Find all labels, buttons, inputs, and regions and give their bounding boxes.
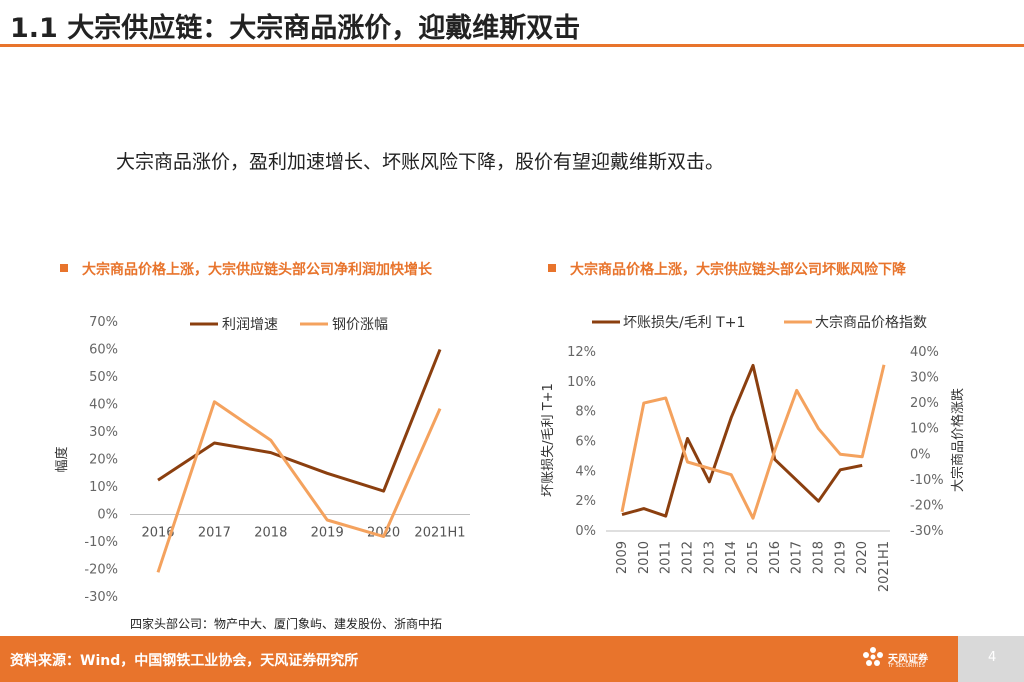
y-axis-label: 幅度: [54, 446, 70, 472]
x-tick-label: 2009: [615, 541, 630, 574]
x-tick-label: 2017: [198, 526, 231, 541]
y-right-tick-label: 0%: [910, 447, 931, 462]
bullet-square-icon: [548, 264, 556, 272]
summary-text: 大宗商品涨价，盈利加速增长、坏账风险下降，股价有望迎戴维斯双击。: [116, 151, 725, 173]
y-left-tick-label: 8%: [575, 405, 596, 420]
bad-debt-chart: 12% 10% 8% 6% 4% 2% 0% 40% 30% 20% 10% 0% -10% -20% -3…: [541, 315, 966, 592]
brand-name: 天风证券: [888, 654, 928, 665]
y-right-tick-label: 10%: [910, 422, 939, 437]
y-right-axis-label: 大宗商品价格涨跌: [950, 388, 966, 492]
x-tick-label: 2012: [681, 541, 696, 574]
y-right-tick-label: 40%: [910, 345, 939, 360]
y-right-tick-label: 30%: [910, 371, 939, 386]
footer-bar: 资料来源：Wind，中国钢铁工业协会，天风证券研究所 天风证券 TF SECUR…: [0, 636, 1024, 682]
y-right-tick-label: -20%: [910, 498, 944, 513]
x-tick-label: 2021H1: [877, 541, 892, 592]
series-line-profit-growth: [157, 348, 442, 493]
y-tick-label: 70%: [89, 315, 118, 330]
y-tick-label: -20%: [84, 563, 118, 578]
y-right-tick-label: -30%: [910, 524, 944, 539]
y-left-tick-label: 2%: [575, 494, 596, 509]
bullet-square-icon: [60, 264, 68, 272]
y-left-axis-label: 坏账损失/毛利 T+1: [541, 383, 556, 497]
y-tick-label: -30%: [84, 590, 118, 605]
legend-label: 坏账损失/毛利 T+1: [623, 315, 745, 331]
tf-logo-icon: [863, 647, 883, 666]
page-number-box: [958, 636, 1024, 682]
series-line-bad-debt-ratio: [621, 363, 863, 518]
source-text: 资料来源：Wind，中国钢铁工业协会，天风证券研究所: [10, 653, 359, 669]
chart-footnote: 四家头部公司：物产中大、厦门象屿、建发股份、浙商中拓: [130, 617, 443, 631]
series-line-commodity-index: [620, 364, 886, 520]
x-tick-label: 2016: [141, 526, 174, 541]
chart2-title: 大宗商品价格上涨，大宗供应链头部公司坏账风险下降: [548, 259, 906, 279]
x-tick-label: 2016: [768, 541, 783, 574]
x-tick-label: 2010: [637, 541, 652, 574]
chart1-title-text: 大宗商品价格上涨，大宗供应链头部公司净利润加快增长: [82, 262, 432, 278]
y-left-tick-label: 4%: [575, 464, 596, 479]
y-tick-label: 10%: [89, 480, 118, 495]
y-left-tick-label: 6%: [575, 435, 596, 450]
x-tick-label: 2018: [812, 541, 827, 574]
y-left-tick-label: 0%: [575, 524, 596, 539]
y-tick-label: -10%: [84, 535, 118, 550]
chart2-title-text: 大宗商品价格上涨，大宗供应链头部公司坏账风险下降: [570, 262, 906, 278]
x-tick-label: 2021H1: [414, 526, 465, 541]
page-number: 4: [988, 650, 997, 665]
profit-growth-chart: 70% 60% 50% 40% 30% 20% 10% 0% -10% -20% -30% 2016 2…: [54, 315, 470, 605]
page-title: 1.1 大宗供应链：大宗商品涨价，迎戴维斯双击: [10, 13, 581, 44]
x-tick-label: 2011: [659, 541, 674, 574]
y-tick-label: 0%: [97, 508, 118, 523]
x-tick-label: 2017: [790, 541, 805, 574]
x-tick-label: 2019: [311, 526, 344, 541]
x-tick-label: 2015: [746, 541, 761, 574]
y-tick-label: 30%: [89, 425, 118, 440]
y-right-tick-label: 20%: [910, 396, 939, 411]
title-divider: [0, 44, 1024, 47]
legend-label: 钢价涨幅: [332, 317, 388, 333]
x-tick-label: 2018: [254, 526, 287, 541]
y-tick-label: 40%: [89, 398, 118, 413]
x-tick-label: 2019: [833, 541, 848, 574]
y-tick-label: 50%: [89, 370, 118, 385]
brand-subtitle: TF SECURITIES: [888, 663, 925, 669]
y-tick-label: 20%: [89, 453, 118, 468]
y-left-tick-label: 10%: [567, 375, 596, 390]
legend-label: 利润增速: [222, 317, 278, 333]
series-line-steel-price: [156, 400, 442, 573]
x-tick-label: 2013: [702, 541, 717, 574]
chart1-title: 大宗商品价格上涨，大宗供应链头部公司净利润加快增长: [60, 259, 432, 279]
y-left-tick-label: 12%: [567, 345, 596, 360]
y-tick-label: 60%: [89, 343, 118, 358]
y-right-tick-label: -10%: [910, 473, 944, 488]
legend-label: 大宗商品价格指数: [815, 315, 927, 331]
x-tick-label: 2014: [724, 541, 739, 574]
x-tick-label: 2020: [855, 541, 870, 574]
